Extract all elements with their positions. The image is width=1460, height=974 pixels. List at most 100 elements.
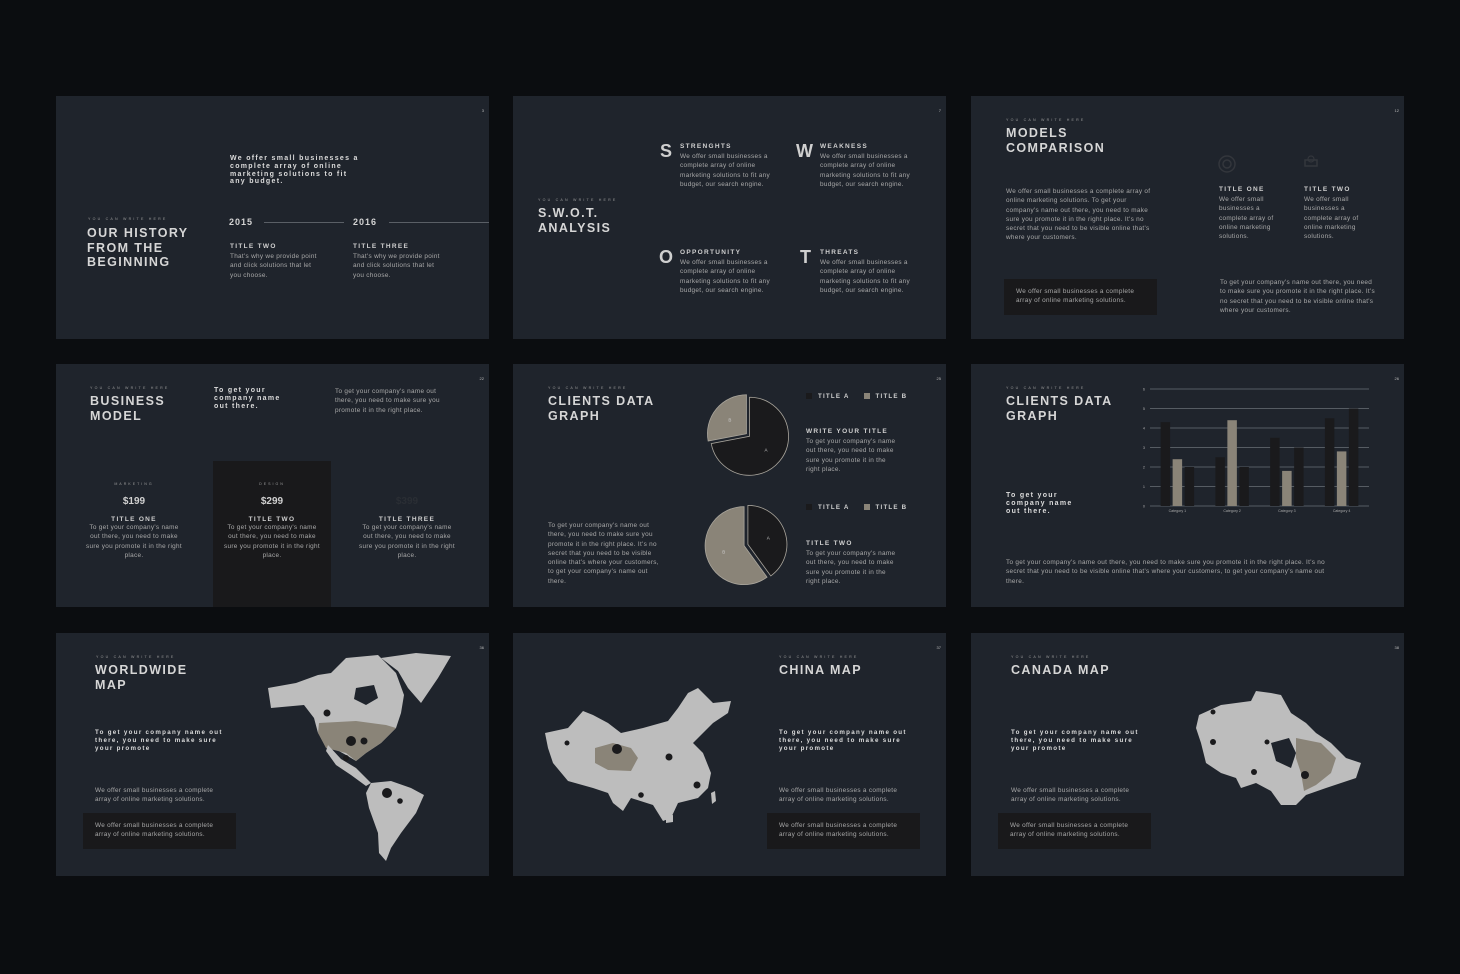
legend: TITLE A TITLE B (806, 504, 907, 511)
kicker: YOU CAN WRITE HERE (779, 655, 859, 659)
card-text: To get your company's name out there, yo… (224, 524, 320, 559)
lead-text: To get your company name out there. (1006, 492, 1073, 515)
slide-canada-map[interactable]: 38 YOU CAN WRITE HERE CANADA MAP To get … (971, 633, 1404, 876)
legend-item-b: TITLE B (863, 393, 908, 400)
card-price: $299 (260, 496, 284, 507)
swot-letter: O (659, 247, 674, 267)
slide-number: 7 (938, 108, 941, 113)
col-text: We offer small businesses a complete arr… (1219, 196, 1274, 241)
box-text: We offer small businesses a complete arr… (1016, 288, 1135, 305)
card-label: MARKETING (114, 482, 154, 486)
highlight-box: We offer small businesses a complete arr… (1004, 279, 1157, 315)
block-text: To get your company's name out there, yo… (806, 550, 896, 585)
pricing-card[interactable]: $399 TITLE THREE To get your company's n… (357, 482, 457, 560)
x-tick-label: Category 3 (1278, 509, 1296, 513)
slide-title: CANADA MAP (1011, 663, 1110, 677)
china-map (545, 688, 731, 823)
money-icon (1304, 155, 1318, 167)
lead-text: To get your company name out there, you … (779, 729, 907, 752)
bar (1184, 467, 1195, 506)
item-title: TITLE TWO (230, 243, 277, 250)
pie-label: A (765, 447, 768, 452)
item-title: TITLE THREE (353, 243, 410, 250)
slide-bar-graph[interactable]: 26 YOU CAN WRITE HERE CLIENTS DATA GRAPH… (971, 364, 1404, 607)
lead-text: To get your company name out there, you … (1011, 729, 1139, 752)
legend-label: TITLE B (875, 393, 908, 400)
swot-letter: W (796, 141, 813, 161)
bar (1348, 408, 1359, 506)
lead-text: To get your company name out there, you … (95, 729, 223, 752)
legend-label: TITLE A (818, 393, 850, 400)
body-text: To get your company's name out there, yo… (548, 522, 659, 585)
legend-item-a: TITLE A (806, 393, 850, 400)
timeline-line (264, 222, 344, 223)
pie-slice-b (704, 506, 768, 586)
swot-letter: T (800, 247, 811, 267)
kicker: YOU CAN WRITE HERE (88, 217, 168, 221)
slide-swot[interactable]: 7 YOU CAN WRITE HERE S.W.O.T. ANALYSIS S… (513, 96, 946, 339)
legend: TITLE A TITLE B (806, 393, 907, 400)
slide-number: 36 (479, 645, 484, 650)
timeline-line (389, 222, 489, 223)
americas-map (268, 653, 451, 861)
y-tick-label: 3 (1143, 446, 1145, 450)
lead-text: To get your company name out there. (214, 387, 281, 410)
body-text: We offer small businesses a complete arr… (1006, 188, 1151, 242)
target-icon (1218, 155, 1236, 173)
slide-worldwide-map[interactable]: 36 YOU CAN WRITE HERE WORLDWIDE MAP To g… (56, 633, 489, 876)
slide-china-map[interactable]: 37 YOU CAN WRITE HERE CHINA MAP To get y… (513, 633, 946, 876)
bar (1336, 451, 1347, 506)
pie-label: A (767, 535, 770, 540)
col-title: TITLE ONE (1219, 186, 1265, 193)
bar (1294, 447, 1304, 506)
y-tick-label: 1 (1143, 485, 1145, 489)
slide-title: MODELS COMPARISON (1006, 126, 1106, 155)
box-text: We offer small businesses a complete arr… (95, 822, 214, 839)
highlight-box: We offer small businesses a complete arr… (998, 813, 1151, 849)
slide-title: CLIENTS DATA GRAPH (548, 394, 655, 423)
slide-pie-graph[interactable]: 25 YOU CAN WRITE HERE CLIENTS DATA GRAPH… (513, 364, 946, 607)
slide-history[interactable]: 3 We offer small businesses a complete a… (56, 96, 489, 339)
swot-text: We offer small businesses a complete arr… (820, 259, 910, 294)
block-title: TITLE TWO (806, 540, 853, 547)
legend-swatch (863, 504, 870, 510)
block-text: To get your company's name out there, yo… (806, 438, 896, 473)
swot-title: OPPORTUNITY (680, 249, 742, 256)
kicker: YOU CAN WRITE HERE (96, 655, 176, 659)
slide-number: 25 (936, 376, 941, 381)
bar (1324, 418, 1335, 506)
bar-chart: 0 1 2 3 4 5 6 Category 1 Category 2 Category 3 Cat… (1143, 387, 1369, 513)
swot-title: THREATS (820, 249, 860, 256)
slide-models-comparison[interactable]: 12 YOU CAN WRITE HERE MODELS COMPARISON … (971, 96, 1404, 339)
pie-label: B (728, 418, 731, 423)
box-text: We offer small businesses a complete arr… (1010, 822, 1129, 839)
item-text: That's why we provide point and click so… (230, 253, 317, 279)
pie-slice-a (747, 504, 788, 577)
pricing-card-highlighted[interactable]: DESIGN $299 TITLE TWO To get your compan… (222, 482, 322, 560)
kicker: YOU CAN WRITE HERE (548, 386, 628, 390)
y-tick-label: 0 (1143, 504, 1145, 508)
pie-slice-b (707, 394, 747, 442)
slide-business-model[interactable]: 22 YOU CAN WRITE HERE BUSINESS MODEL To … (56, 364, 489, 607)
slide-number: 38 (1394, 645, 1399, 650)
legend-item-b: TITLE B (863, 504, 908, 511)
item-text: That's why we provide point and click so… (353, 253, 440, 279)
legend-label: TITLE A (818, 504, 850, 511)
pie-label: B (722, 550, 725, 555)
card-label: DESIGN (259, 482, 285, 486)
kicker: YOU CAN WRITE HERE (538, 198, 618, 202)
x-tick-label: Category 1 (1169, 509, 1187, 513)
slide-title: BUSINESS MODEL (90, 394, 166, 423)
pricing-card[interactable]: MARKETING $199 TITLE ONE To get your com… (84, 482, 184, 560)
x-tick-label: Category 2 (1223, 509, 1241, 513)
slide-title: OUR HISTORY FROM THE BEGINNING (87, 226, 189, 269)
pie-slice-a (710, 396, 789, 476)
bar (1282, 470, 1292, 506)
legend-swatch (806, 504, 812, 510)
pie-charts: A B A B (704, 394, 789, 586)
bar (1270, 437, 1280, 506)
col-title: TITLE TWO (1304, 186, 1351, 193)
y-tick-label: 4 (1143, 426, 1145, 430)
year: 2016 (353, 217, 378, 227)
kicker: YOU CAN WRITE HERE (1011, 655, 1091, 659)
